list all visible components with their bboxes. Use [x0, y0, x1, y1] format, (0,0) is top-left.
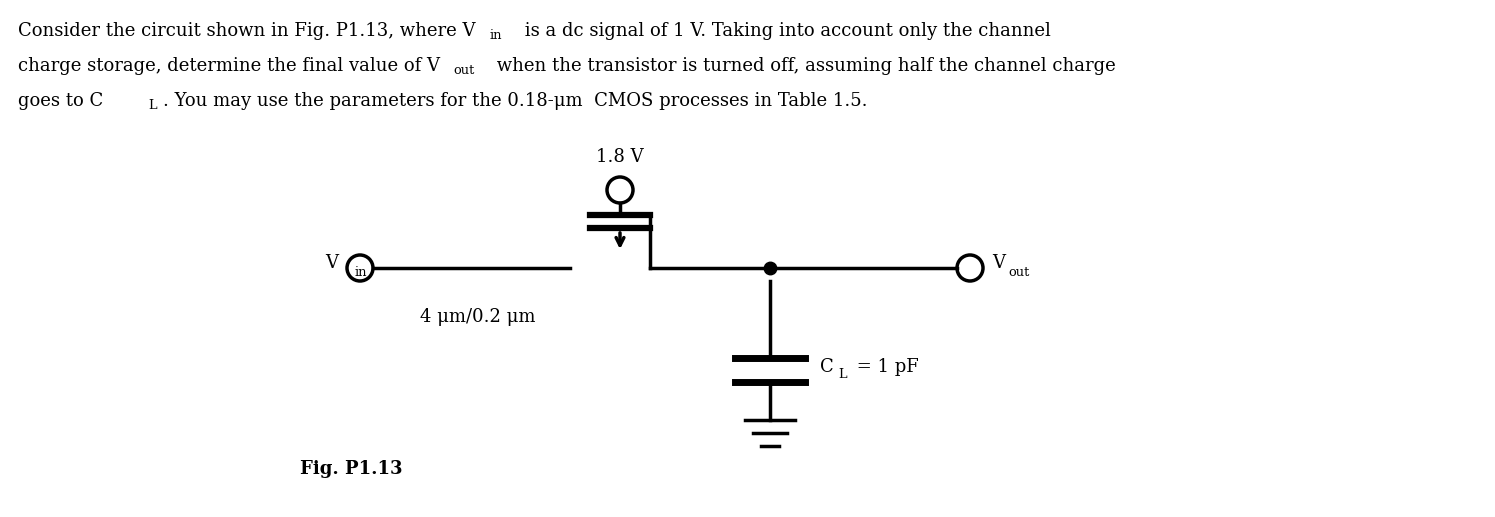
- Text: L: L: [839, 369, 846, 382]
- Text: is a dc signal of 1 V. Taking into account only the channel: is a dc signal of 1 V. Taking into accou…: [519, 22, 1051, 40]
- Text: out: out: [453, 64, 474, 77]
- Text: C: C: [819, 358, 834, 376]
- Text: in: in: [354, 266, 368, 280]
- Text: in: in: [490, 29, 502, 42]
- Text: 1.8 V: 1.8 V: [597, 148, 644, 166]
- Text: when the transistor is turned off, assuming half the channel charge: when the transistor is turned off, assum…: [490, 57, 1115, 75]
- Text: out: out: [1008, 266, 1030, 280]
- Text: V: V: [993, 254, 1005, 272]
- Text: . You may use the parameters for the 0.18-μm  CMOS processes in Table 1.5.: . You may use the parameters for the 0.1…: [163, 92, 867, 110]
- Text: L: L: [148, 99, 157, 112]
- Text: goes to C: goes to C: [18, 92, 103, 110]
- Text: V: V: [324, 254, 338, 272]
- Text: Consider the circuit shown in Fig. P1.13, where V: Consider the circuit shown in Fig. P1.13…: [18, 22, 475, 40]
- Text: 4 μm/0.2 μm: 4 μm/0.2 μm: [420, 308, 535, 326]
- Text: charge storage, determine the final value of V: charge storage, determine the final valu…: [18, 57, 440, 75]
- Text: Fig. P1.13: Fig. P1.13: [300, 460, 402, 478]
- Text: = 1 pF: = 1 pF: [851, 358, 919, 376]
